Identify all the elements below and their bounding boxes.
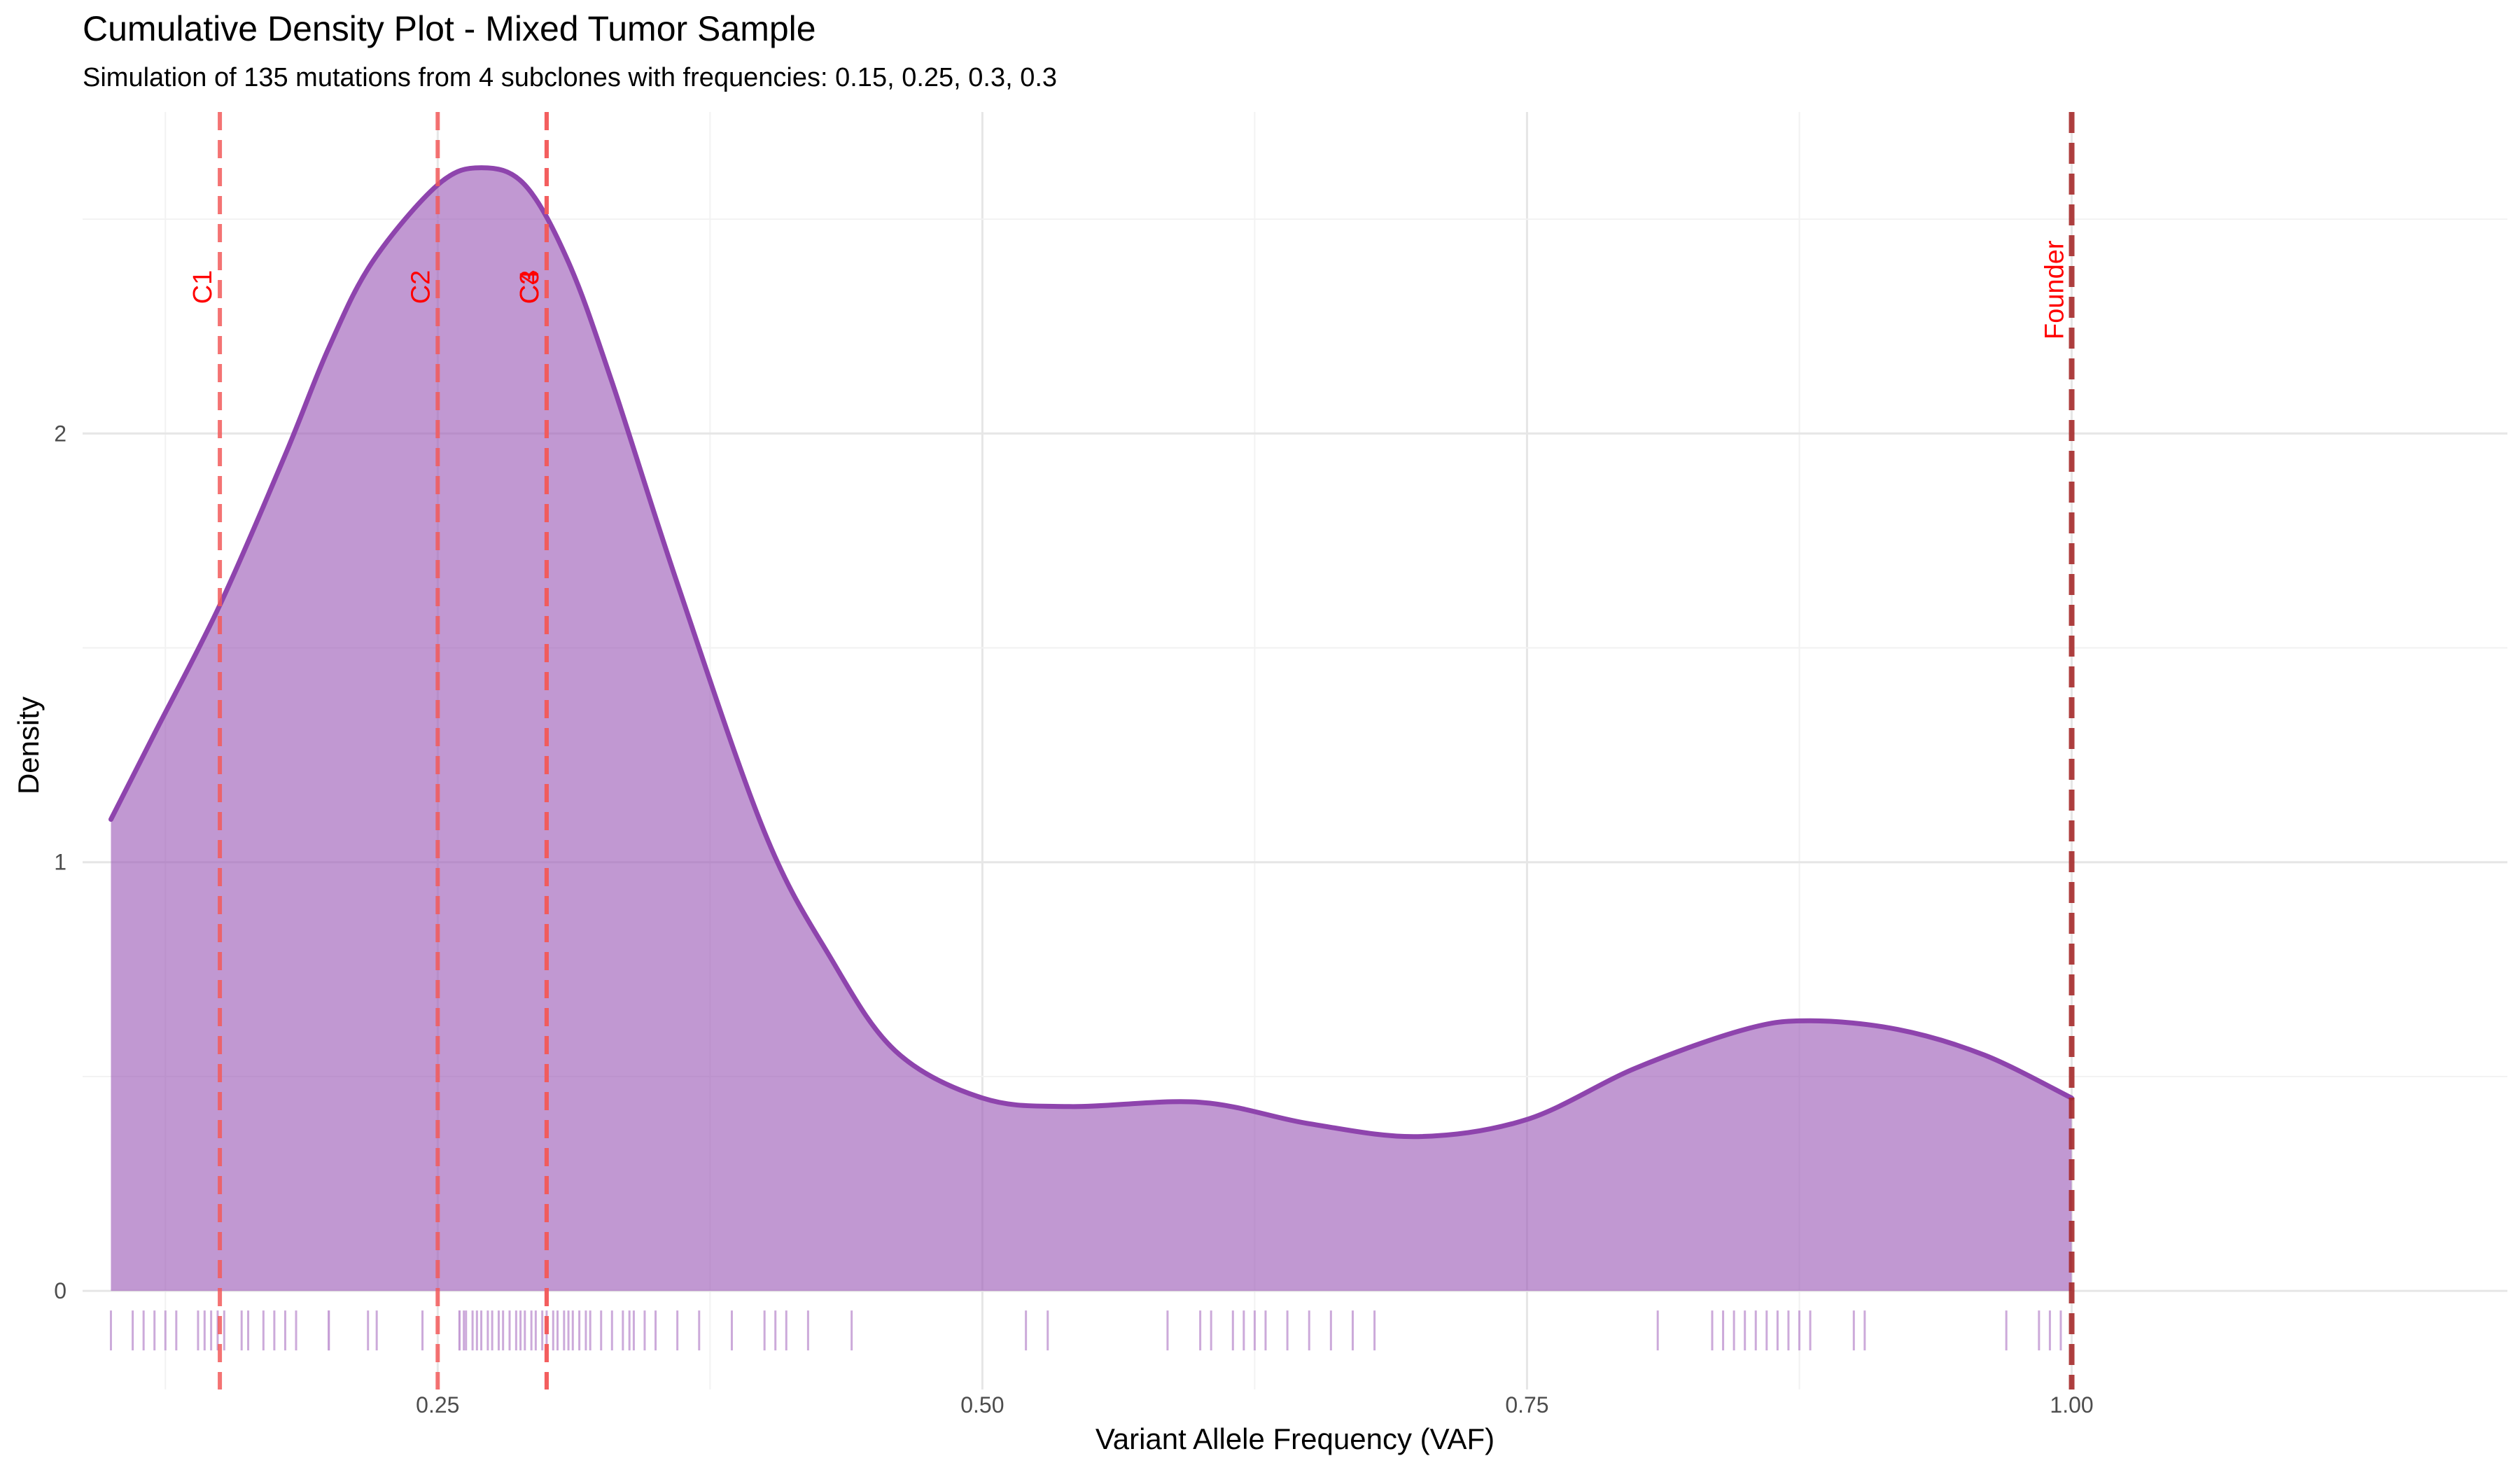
axes: 0.25 0.50 0.75 1.00 0 1 2 xyxy=(54,421,2093,1418)
reference-label-c2: C2 xyxy=(406,270,435,304)
chart-subtitle: Simulation of 135 mutations from 4 subcl… xyxy=(83,63,1058,92)
density-area-layer xyxy=(108,165,2074,1292)
x-axis-label: Variant Allele Frequency (VAF) xyxy=(1096,1422,1494,1455)
y-axis-label: Density xyxy=(12,696,45,794)
x-tick-label: 0.50 xyxy=(960,1392,1004,1418)
reference-label-founder: Founder xyxy=(2040,240,2070,340)
y-tick-label: 2 xyxy=(54,421,66,446)
density-curve xyxy=(108,165,2074,1140)
rug-layer xyxy=(109,1310,2062,1351)
density-area xyxy=(111,167,2072,1292)
chart-title: Cumulative Density Plot - Mixed Tumor Sa… xyxy=(83,9,816,48)
y-tick-label: 0 xyxy=(54,1278,66,1303)
y-tick-label: 1 xyxy=(54,850,66,875)
x-tick-label: 0.75 xyxy=(1505,1392,1548,1418)
reference-label-c3: C3 xyxy=(515,270,545,304)
reference-label-c4: C4 xyxy=(515,270,545,304)
reference-label-c1: C1 xyxy=(188,270,218,304)
x-tick-label: 0.25 xyxy=(416,1392,459,1418)
x-tick-label: 1.00 xyxy=(2050,1392,2093,1418)
